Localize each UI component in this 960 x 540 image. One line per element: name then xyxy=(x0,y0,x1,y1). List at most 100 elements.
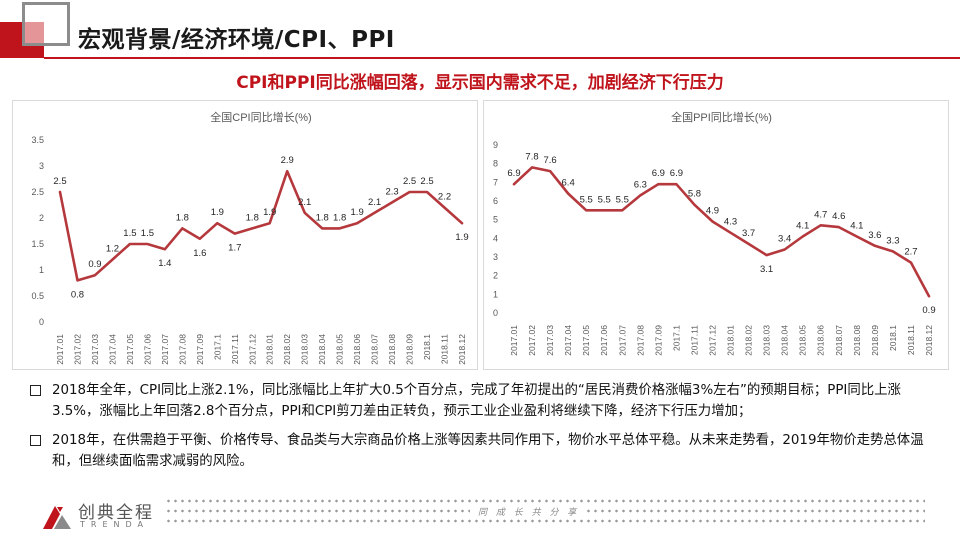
data-label: 5.5 xyxy=(598,194,611,205)
y-tick-label: 7 xyxy=(493,177,498,187)
data-label: 7.6 xyxy=(543,155,556,166)
data-label: 6.9 xyxy=(670,168,683,179)
data-label: 5.5 xyxy=(580,194,593,205)
data-label: 2.7 xyxy=(904,247,917,258)
y-tick-label: 1.5 xyxy=(31,239,44,249)
data-label: 1.8 xyxy=(246,212,259,223)
y-tick-label: 3 xyxy=(39,161,44,171)
data-label: 0.8 xyxy=(71,289,84,300)
x-tick-label: 2018.12 xyxy=(457,334,467,365)
data-label: 1.5 xyxy=(141,228,154,239)
data-label: 3.7 xyxy=(742,228,755,239)
y-tick-label: 6 xyxy=(493,196,498,206)
x-tick-label: 2018.04 xyxy=(780,325,790,356)
x-tick-label: 2018.06 xyxy=(816,325,826,356)
data-label: 2.2 xyxy=(438,192,451,203)
footer: 创典全程 TRENDA 同 成 长 共 分 享 xyxy=(0,490,960,540)
x-tick-label: 2018.06 xyxy=(352,334,362,365)
x-tick-label: 2017.1 xyxy=(671,325,681,351)
ppi-chart-svg: 全国PPI同比增长(%) 0 1 2 3 4 5 6 7 8 9 2017.01 2017.02 2017… xyxy=(493,110,936,356)
x-tick-label: 2017.09 xyxy=(195,334,205,365)
bullet-text: 2018年，在供需趋于平衡、价格传导、食品类与大宗商品价格上涨等因素共同作用下，… xyxy=(52,433,924,469)
x-tick-label: 2017.01 xyxy=(55,334,65,365)
data-label: 5.8 xyxy=(688,189,701,200)
y-tick-label: 5 xyxy=(493,215,498,225)
x-tick-label: 2017.11 xyxy=(689,325,699,355)
y-tick-label: 8 xyxy=(493,159,498,169)
data-label: 3.6 xyxy=(868,230,881,241)
x-tick-label: 2018.09 xyxy=(405,334,415,365)
x-tick-label: 2018.08 xyxy=(852,325,862,356)
footer-dots xyxy=(165,498,925,504)
chart-title: 全国CPI同比增长(%) xyxy=(210,110,311,124)
y-tick-label: 3.5 xyxy=(31,135,44,145)
y-tick-label: 4 xyxy=(493,233,498,243)
x-tick-label: 2018.09 xyxy=(870,325,880,356)
x-tick-label: 2018.08 xyxy=(387,334,397,365)
x-tick-label: 2017.12 xyxy=(707,325,717,356)
x-tick-label: 2017.02 xyxy=(72,334,82,365)
data-label: 4.1 xyxy=(796,220,809,231)
data-label: 6.9 xyxy=(507,168,520,179)
bullet-item: 2018年全年，CPI同比上涨2.1%，同比涨幅比上年扩大0.5个百分点，完成了… xyxy=(30,380,935,422)
data-label: 3.3 xyxy=(886,235,899,246)
slide-subtitle: CPI和PPI同比涨幅回落，显示国内需求不足，加剧经济下行压力 xyxy=(236,73,724,93)
data-label: 0.9 xyxy=(88,259,101,270)
bullet-list: 2018年全年，CPI同比上涨2.1%，同比涨幅比上年扩大0.5个百分点，完成了… xyxy=(30,380,935,480)
square-bullet-icon xyxy=(30,385,41,396)
x-tick-label: 2017.08 xyxy=(635,325,645,356)
data-label: 1.9 xyxy=(211,207,224,218)
x-tick-label: 2017.04 xyxy=(563,325,573,356)
data-label: 3.1 xyxy=(760,264,773,275)
footer-dots xyxy=(165,518,925,524)
data-label: 2.5 xyxy=(53,176,66,187)
data-label: 2.5 xyxy=(403,176,416,187)
bullet-item: 2018年，在供需趋于平衡、价格传导、食品类与大宗商品价格上涨等因素共同作用下，… xyxy=(30,430,935,472)
data-label: 4.9 xyxy=(706,206,719,217)
data-label: 1.8 xyxy=(176,212,189,223)
x-tick-label: 2018.1 xyxy=(422,334,432,360)
x-tick-label: 2017.11 xyxy=(230,334,240,364)
x-tick-label: 2017.05 xyxy=(581,325,591,356)
x-tick-label: 2017.12 xyxy=(247,334,257,365)
data-label: 2.3 xyxy=(385,186,398,197)
x-tick-label: 2017.07 xyxy=(617,325,627,356)
x-tick-label: 2018.03 xyxy=(762,325,772,356)
data-label: 5.5 xyxy=(616,194,629,205)
footer-slogan: 同 成 长 共 分 享 xyxy=(470,505,588,518)
data-label: 6.3 xyxy=(634,179,647,190)
x-tick-label: 2018.05 xyxy=(335,334,345,365)
x-tick-label: 2017.03 xyxy=(90,334,100,365)
header-grey-frame xyxy=(22,2,70,46)
data-label: 2.5 xyxy=(420,176,433,187)
x-tick-label: 2018.05 xyxy=(798,325,808,356)
x-tick-label: 2018.12 xyxy=(924,325,934,356)
data-label: 6.4 xyxy=(562,178,575,189)
header-decoration xyxy=(0,0,80,62)
data-label: 4.7 xyxy=(814,209,827,220)
x-tick-label: 2018.03 xyxy=(300,334,310,365)
cpi-chart-svg: 全国CPI同比增长(%) 0 0.5 1 1.5 2 2.5 3 3.5 2017.01 2017.… xyxy=(31,110,468,365)
data-label: 3.4 xyxy=(778,234,791,245)
x-tick-label: 2018.04 xyxy=(317,334,327,365)
y-tick-label: 0 xyxy=(493,308,498,318)
data-label: 7.8 xyxy=(525,151,538,162)
ppi-chart: 全国PPI同比增长(%) 0 1 2 3 4 5 6 7 8 9 2017.01 2017.02 2017… xyxy=(483,100,949,370)
x-tick-label: 2018.01 xyxy=(726,325,736,356)
data-label: 1.9 xyxy=(263,207,276,218)
series-line xyxy=(512,166,931,298)
data-label: 1.8 xyxy=(316,212,329,223)
y-tick-label: 2 xyxy=(493,271,498,281)
y-tick-label: 1 xyxy=(39,265,44,275)
chart-title: 全国PPI同比增长(%) xyxy=(671,110,772,124)
x-tick-label: 2017.03 xyxy=(545,325,555,356)
x-tick-label: 2017.07 xyxy=(160,334,170,365)
x-tick-label: 2018.1 xyxy=(888,325,898,351)
y-tick-label: 9 xyxy=(493,140,498,150)
data-label: 4.1 xyxy=(850,220,863,231)
brand-name: 创典全程 xyxy=(78,503,154,523)
data-label: 6.9 xyxy=(652,168,665,179)
y-tick-label: 3 xyxy=(493,252,498,262)
x-tick-label: 2018.02 xyxy=(282,334,292,365)
square-bullet-icon xyxy=(30,435,41,446)
